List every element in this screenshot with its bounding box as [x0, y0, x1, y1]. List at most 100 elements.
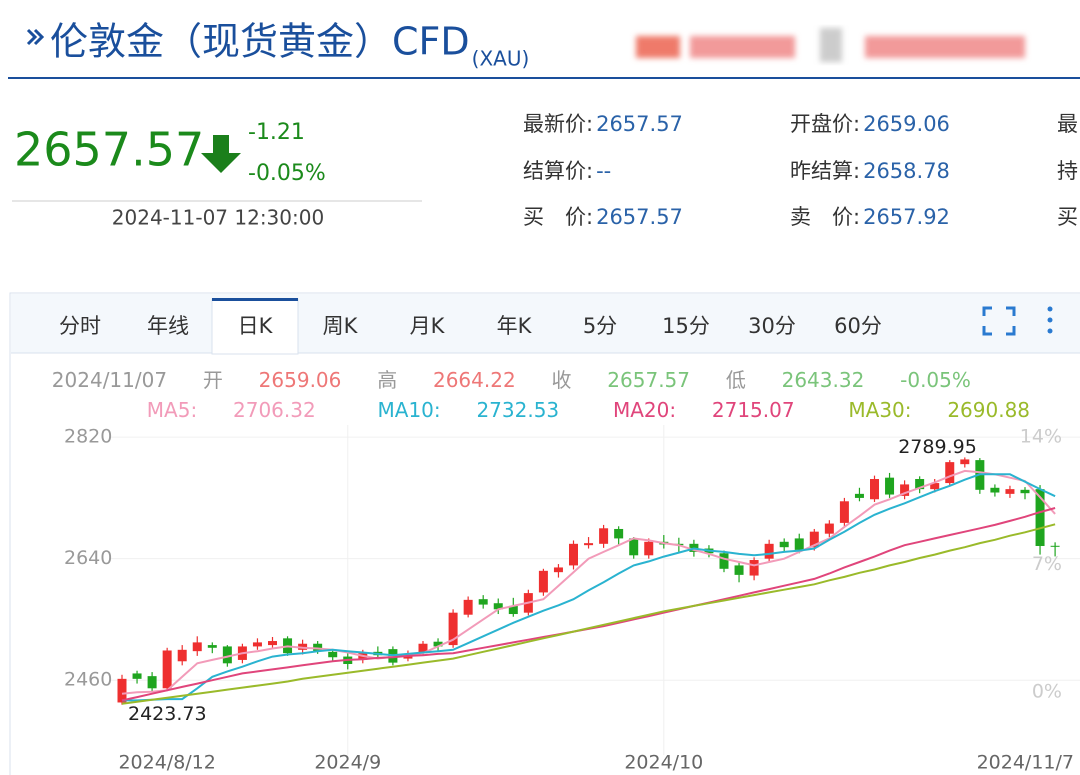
info-pct: -0.05% [900, 368, 971, 392]
candle-body [418, 643, 428, 654]
tab[interactable]: 月K [410, 314, 446, 338]
legend-name: MA30: [848, 398, 911, 422]
tab[interactable]: 年线 [147, 314, 189, 338]
candle-body [298, 643, 308, 650]
x-tick-label: 2024/9 [314, 752, 381, 774]
candle-body [463, 599, 473, 615]
candle-body [162, 650, 172, 689]
down-arrow [201, 135, 241, 173]
ma-legend: MA5: 2706.32 MA10: 2732.53 MA20: 2715.07… [115, 398, 1049, 422]
y-tick-label: 2460 [64, 669, 112, 691]
ma-line [122, 473, 1056, 702]
candle-body [569, 543, 578, 566]
field-value: 2658.78 [863, 159, 950, 183]
legend-value: 2732.53 [476, 398, 559, 422]
candle-body [824, 523, 834, 534]
active-tab-bar [212, 298, 298, 301]
candle-body [719, 553, 729, 569]
field-value: 2657.57 [596, 205, 683, 229]
info-close: 2657.57 [607, 368, 690, 392]
price-change: -1.21 [248, 120, 305, 145]
page-title: 伦敦金（现货黄金）CFD [50, 20, 470, 64]
candle-body [644, 541, 654, 556]
candle-body [117, 678, 127, 703]
field-label: 最新价: [523, 112, 593, 136]
candle-body [794, 538, 804, 550]
ma-line [121, 469, 1056, 695]
candle-body [734, 565, 744, 575]
plot: 2460 2640 2820 0% 7% 14% 2024/8/12 2024/9 2024/1… [64, 425, 1080, 774]
quote-time: 2024-11-07 12:30:00 [112, 206, 324, 230]
field-label: 买 价: [523, 205, 593, 229]
field-value: -- [596, 159, 611, 183]
tab[interactable]: 5分 [583, 314, 617, 338]
candle-body [207, 645, 217, 648]
info-open: 2659.06 [259, 368, 342, 392]
x-tick-label: 2024/11/7 [977, 752, 1074, 774]
candle-body [839, 501, 849, 523]
candle-body [538, 570, 548, 593]
candle-body [493, 603, 503, 610]
info-low-label: 低 [726, 368, 746, 392]
ohlc-info: 2024/11/07 开 2659.06 高 2664.22 收 2657.57… [20, 368, 990, 392]
y-tick-label: 2640 [64, 547, 112, 569]
field-value: 2657.57 [596, 112, 683, 136]
candle-body [252, 642, 262, 647]
info-high-label: 高 [377, 368, 397, 392]
field-label: 最 [1057, 112, 1078, 136]
info-close-label: 收 [552, 368, 572, 392]
candle-body [629, 538, 639, 556]
candle-body [1050, 545, 1060, 547]
info-open-label: 开 [203, 368, 223, 392]
high-label: 2789.95 [898, 436, 977, 458]
candle-body [614, 528, 624, 539]
x-tick-label: 2024/8/12 [118, 752, 215, 774]
field-label: 买 [1057, 205, 1078, 229]
candle-body [192, 642, 202, 652]
candle-body [945, 462, 955, 484]
info-low: 2643.32 [782, 368, 865, 392]
field-label: 卖 价: [790, 205, 860, 229]
tab[interactable]: 60分 [834, 314, 882, 338]
tab[interactable]: 周K [323, 314, 359, 338]
legend-name: MA10: [378, 398, 441, 422]
candle-body [809, 531, 819, 548]
candle-body [990, 487, 1000, 493]
field-value: 2657.92 [863, 205, 950, 229]
candle-body [749, 560, 759, 576]
active-tab [211, 298, 299, 355]
tab[interactable]: 年K [497, 314, 533, 338]
candle-body [1005, 489, 1015, 494]
candle-body [478, 599, 488, 605]
fullscreen-icon[interactable] [982, 306, 1016, 336]
tab[interactable]: 分时 [59, 314, 101, 338]
y2-tick-label: 14% [1020, 426, 1062, 448]
candle-body [900, 484, 910, 496]
candle-body [222, 646, 232, 664]
candle-body [433, 641, 443, 647]
blurred-links [636, 28, 1025, 62]
info-high: 2664.22 [433, 368, 516, 392]
tab[interactable]: 30分 [748, 314, 796, 338]
legend-value: 2706.32 [233, 398, 316, 422]
candle-body [147, 676, 157, 689]
chart-panel [9, 292, 1080, 775]
ma-line [121, 523, 1056, 705]
tab[interactable]: 15分 [662, 314, 710, 338]
field-label: 昨结算: [790, 159, 860, 183]
candle-body [132, 673, 142, 679]
candle-body [508, 605, 518, 615]
candle-body [915, 479, 925, 490]
legend-value: 2690.88 [947, 398, 1030, 422]
candle-body [764, 543, 774, 559]
candle-body [584, 543, 594, 546]
candle-body [177, 649, 187, 662]
header-icon [26, 28, 45, 46]
field-label: 结算价: [523, 159, 593, 183]
tab-bar [11, 294, 1080, 353]
tab[interactable]: 日K [238, 314, 274, 338]
more-icon[interactable] [1047, 306, 1053, 334]
y2-tick-label: 0% [1032, 681, 1062, 703]
price-change-pct: -0.05% [248, 161, 326, 186]
